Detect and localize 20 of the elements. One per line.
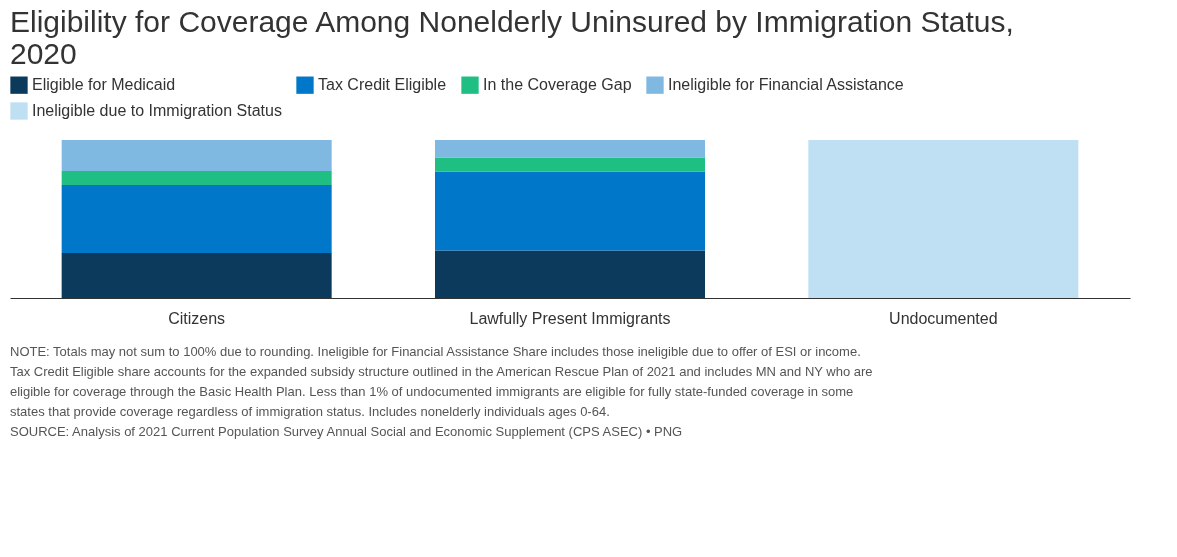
- legend-label: Eligible for Medicaid: [32, 76, 176, 94]
- bar: [435, 250, 705, 298]
- x-tick-label: Lawfully Present Immigrants: [469, 309, 671, 327]
- bar: [61, 140, 332, 171]
- x-tick-label: Undocumented: [889, 309, 998, 327]
- bar: [61, 252, 332, 298]
- text: NOTE: Totals may not sum to 100% due to rounding. Ineligible for Financial Assistance Share includes those ineligible due to offer of ESI or income. Tax Credit Eligible share accounts for the expanded subsidy structure outlined in the American Rescue Plan of 2021 and includes MN and NY who are eligible for coverage through the Basic Health Plan. Less than 1% of undocumented immigrants are eligible for fully state-funded coverage in some states that provide coverage regardless of immigration status. Includes nonelderly individuals ages 0-64.: [10, 344, 873, 419]
- x-tick-label: Citizens: [168, 309, 226, 327]
- source-note: SOURCE: Analysis of 2021 Current Population Survey Annual Social and Economic Supplement (CPS ASEC) • PNG: [10, 424, 683, 439]
- legend-label: In the Coverage Gap: [483, 76, 632, 94]
- bar: [61, 170, 332, 186]
- legend-label: Tax Credit Eligible: [318, 76, 447, 94]
- legend-label: Ineligible for Financial Assistance: [668, 76, 904, 94]
- bar: [435, 171, 705, 251]
- bar: [61, 185, 332, 253]
- bar: [808, 140, 1079, 298]
- bar: [435, 140, 705, 158]
- legend-label: Ineligible due to Immigration Status: [32, 102, 282, 119]
- bar: [435, 157, 705, 172]
- chart-title: Eligibility for Coverage Among Nonelderly Uninsured by Immigration Status, 2020: [10, 5, 1014, 70]
